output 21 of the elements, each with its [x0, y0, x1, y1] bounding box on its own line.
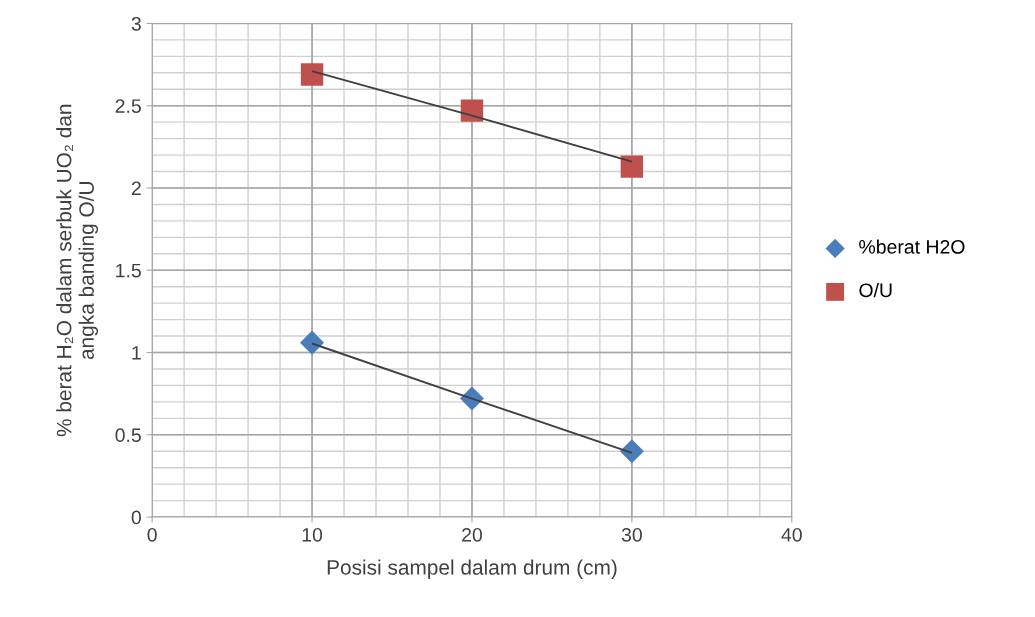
x-tick-label: 30: [621, 527, 642, 542]
y-tick-label: 0.5: [115, 428, 141, 443]
x-tick-label: 40: [781, 527, 802, 542]
y-tick-label: 2: [131, 181, 141, 196]
x-tick-label: 20: [462, 527, 483, 542]
x-axis-title: Posisi sampel dalam drum (cm): [327, 559, 617, 579]
legend-label: %berat H2O: [859, 239, 965, 254]
point: [620, 155, 644, 178]
point: [300, 63, 324, 86]
point: [300, 330, 325, 355]
y-tick-label: 0: [131, 510, 141, 525]
x-tick-label: 10: [302, 527, 323, 542]
point: [619, 439, 644, 464]
legend-label: O/U: [859, 282, 892, 298]
y-tick-label: 2.5: [115, 99, 141, 113]
x-tick-label: 0: [147, 527, 157, 542]
point: [460, 99, 484, 122]
y-tick-label: 1: [132, 346, 141, 360]
y-tick-label: 3: [131, 16, 141, 31]
y-tick-label: 1.5: [116, 263, 141, 278]
y-axis-title: % berat H₂O dalam serbuk UO₂ dan angka banding O/U: [56, 104, 99, 437]
